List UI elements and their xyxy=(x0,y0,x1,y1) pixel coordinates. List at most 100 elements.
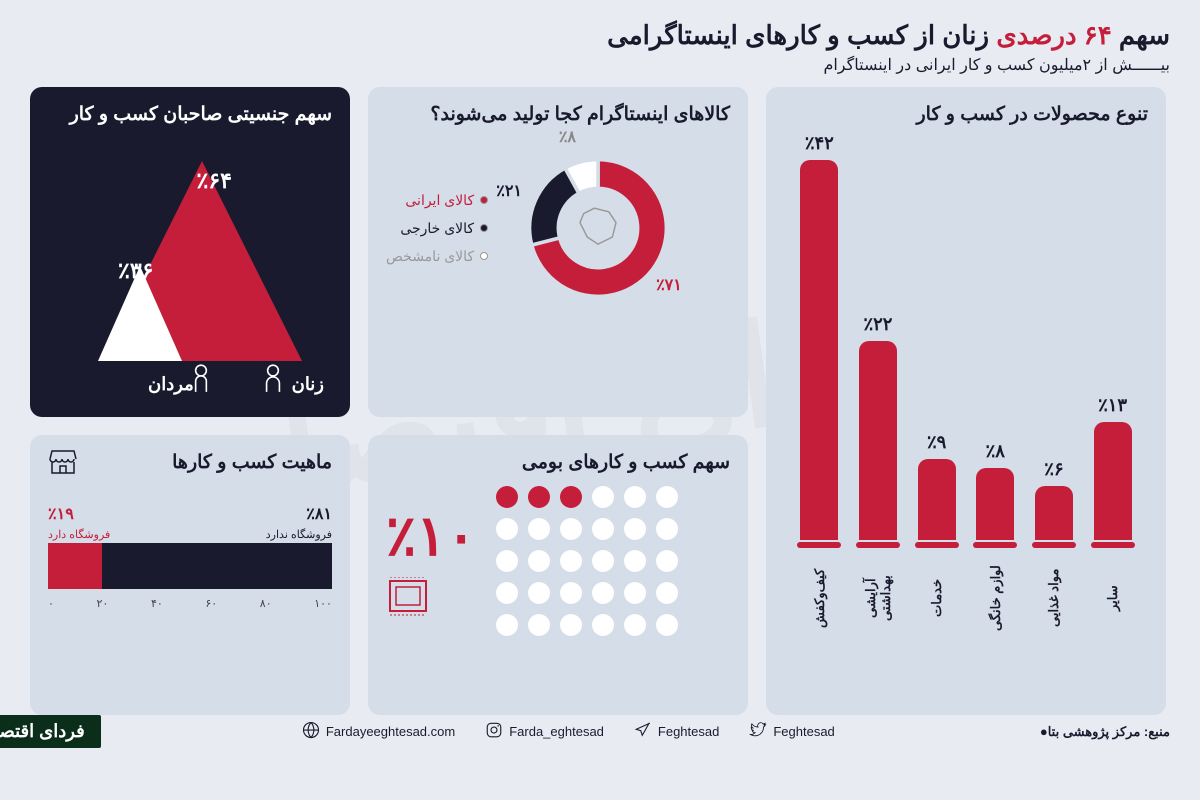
axis-tick: ۱۰۰ xyxy=(314,597,332,610)
men-pct: ٪۳۶ xyxy=(118,258,153,284)
bar-value: ٪۶ xyxy=(1044,459,1063,480)
has-store-label: فروشگاه دارد xyxy=(48,528,110,541)
telegram-icon xyxy=(634,721,652,742)
bar xyxy=(918,459,956,540)
donut-slice-pct: ٪۲۱ xyxy=(496,181,522,201)
nature-card: ماهیت کسب و کارها ٪۱۹ ٪۸۱ فروشگاه دارد ف… xyxy=(30,435,350,715)
bar-cap xyxy=(915,542,959,548)
local-dot xyxy=(496,614,518,636)
local-dot xyxy=(528,582,550,604)
local-dot xyxy=(496,550,518,572)
local-pct: ٪۱۰ xyxy=(386,503,476,569)
main-title: سهم ۶۴ درصدی زنان از کسب و کارهای اینستا… xyxy=(30,20,1170,51)
rug-icon xyxy=(386,577,430,617)
axis-tick: ۶۰ xyxy=(205,597,217,610)
local-dot xyxy=(528,614,550,636)
local-dot xyxy=(592,582,614,604)
bar xyxy=(859,341,897,540)
bar-column: ٪۹ خدمات xyxy=(916,432,958,638)
local-dot xyxy=(656,582,678,604)
header: سهم ۶۴ درصدی زنان از کسب و کارهای اینستا… xyxy=(30,20,1170,75)
axis-tick: ۲۰ xyxy=(97,597,109,610)
legend-item: کالای ایرانی xyxy=(386,186,488,214)
donut-slice-pct: ٪۷۱ xyxy=(656,275,682,295)
donut-legend: کالای ایرانیکالای خارجیکالای نامشخص xyxy=(386,186,488,270)
local-dot xyxy=(592,550,614,572)
legend-item: کالای خارجی xyxy=(386,214,488,242)
local-dot xyxy=(624,582,646,604)
subtitle: بیــــــش از ۲میلیون کسب و کار ایرانی در… xyxy=(30,55,1170,75)
bar xyxy=(976,468,1014,540)
local-dot xyxy=(624,518,646,540)
local-dot xyxy=(592,518,614,540)
social-handle: Feghtesad xyxy=(658,724,719,739)
women-label: زنان xyxy=(292,374,324,395)
local-title: سهم کسب و کارهای بومی xyxy=(386,451,730,474)
bar-cap xyxy=(797,542,841,548)
local-dot xyxy=(624,614,646,636)
bar-cap xyxy=(973,542,1017,548)
bar-value: ٪۱۳ xyxy=(1098,395,1127,416)
nature-bar xyxy=(48,543,332,589)
bars-chart: ٪۴۲ کیف‌وکفش٪۲۲ آرایشی بهداشتی٪۹ خدمات٪۸… xyxy=(784,138,1148,638)
social-instagram[interactable]: Farda_eghtesad xyxy=(485,721,604,742)
title-post: زنان از کسب و کارهای اینستاگرامی xyxy=(607,20,996,50)
local-dot xyxy=(528,486,550,508)
no-store-label: فروشگاه ندارد xyxy=(266,528,332,541)
donut-card: کالاهای اینستاگرام کجا تولید می‌شوند؟ کا… xyxy=(368,87,748,417)
donut-slice-pct: ٪۸ xyxy=(559,127,576,147)
local-dot xyxy=(560,614,582,636)
local-dot xyxy=(592,614,614,636)
local-dot xyxy=(528,550,550,572)
donut-chart: ٪۷۱٪۲۱٪۸ xyxy=(508,138,688,318)
nature-title: ماهیت کسب و کارها xyxy=(48,451,332,474)
bar-value: ٪۸ xyxy=(986,441,1005,462)
social-globe[interactable]: Fardayeeghtesad.com xyxy=(302,721,455,742)
bar-value: ٪۴۲ xyxy=(805,133,834,154)
bar xyxy=(800,160,838,540)
no-store-pct: ٪۸۱ xyxy=(306,504,332,524)
bar-value: ٪۲۲ xyxy=(863,314,892,335)
axis-tick: ۸۰ xyxy=(260,597,272,610)
globe-icon xyxy=(302,721,320,742)
store-icon xyxy=(48,449,78,475)
local-dot xyxy=(656,486,678,508)
social-links: Fardayeeghtesad.com Farda_eghtesad Feghtes… xyxy=(302,721,835,742)
bar-cap xyxy=(856,542,900,548)
social-handle: Fardayeeghtesad.com xyxy=(326,724,455,739)
man-icon xyxy=(188,363,214,393)
local-card: سهم کسب و کارهای بومی ٪۱۰ xyxy=(368,435,748,715)
bar-label: آرایشی بهداشتی xyxy=(863,558,893,638)
social-telegram[interactable]: Feghtesad xyxy=(634,721,719,742)
nature-axis: ۰۲۰۴۰۶۰۸۰۱۰۰ xyxy=(48,597,332,610)
local-dot xyxy=(528,518,550,540)
local-dot xyxy=(496,486,518,508)
bars-card: تنوع محصولات در کسب و کار ٪۴۲ کیف‌وکفش٪۲… xyxy=(766,87,1166,715)
local-dot xyxy=(560,582,582,604)
local-dot xyxy=(624,550,646,572)
bar-label: کیف‌وکفش xyxy=(812,558,827,638)
bar-column: ٪۱۳ سایر xyxy=(1092,395,1134,638)
has-store-pct: ٪۱۹ xyxy=(48,504,74,524)
local-dot xyxy=(656,550,678,572)
men-label: مردان xyxy=(148,374,194,395)
bar-value: ٪۹ xyxy=(927,432,946,453)
source-value: مرکز پژوهشی بتا xyxy=(1048,724,1141,739)
woman-icon xyxy=(260,363,286,393)
local-dot xyxy=(496,518,518,540)
twitter-icon xyxy=(749,721,767,742)
bar-column: ٪۸ لوازم خانگی xyxy=(974,441,1016,638)
local-dot xyxy=(560,550,582,572)
local-dot xyxy=(592,486,614,508)
source-label: منبع: xyxy=(1144,724,1170,739)
social-twitter[interactable]: Feghtesad xyxy=(749,721,834,742)
bar-cap xyxy=(1091,542,1135,548)
source: ●منبع: مرکز پژوهشی بتا xyxy=(1036,724,1170,740)
bar-column: ٪۲۲ آرایشی بهداشتی xyxy=(857,314,899,638)
local-dot xyxy=(560,486,582,508)
bar-label: لوازم خانگی xyxy=(988,558,1003,638)
brand-logo: فردای اقتصاد xyxy=(0,715,101,748)
bar xyxy=(1035,486,1073,540)
bar-column: ٪۴۲ کیف‌وکفش xyxy=(798,133,840,638)
local-dot xyxy=(624,486,646,508)
